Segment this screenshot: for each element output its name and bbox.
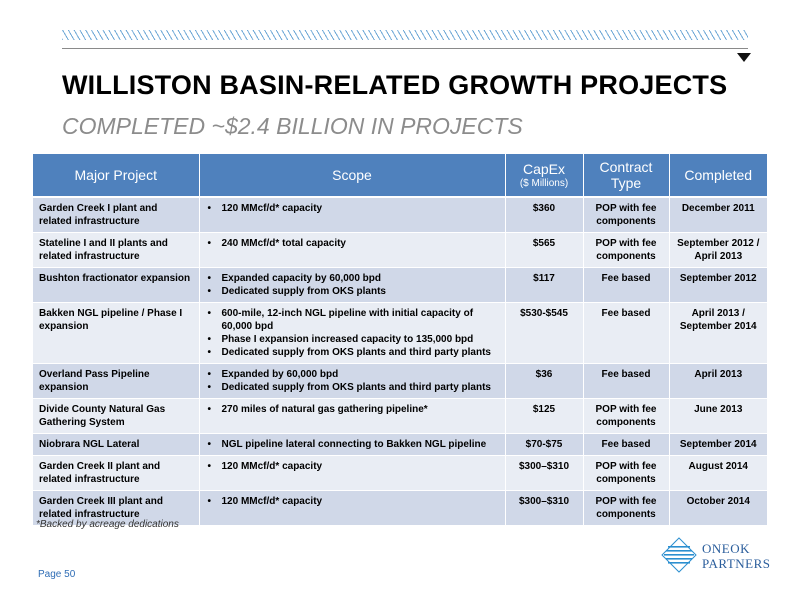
cell-completed: April 2013 / September 2014 xyxy=(669,302,767,364)
cell-capex: $300–$310 xyxy=(505,490,584,526)
cell-project: Garden Creek III plant and related infra… xyxy=(33,490,200,526)
cell-capex: $117 xyxy=(505,267,584,303)
col-header-project: Major Project xyxy=(33,154,200,198)
cell-project: Divide County Natural Gas Gathering Syst… xyxy=(33,398,200,434)
cell-scope: NGL pipeline lateral connecting to Bakke… xyxy=(199,433,506,456)
cell-completed: August 2014 xyxy=(669,455,767,491)
cell-scope: Expanded capacity by 60,000 bpdDedicated… xyxy=(199,267,506,303)
table-body: Garden Creek I plant and related infrast… xyxy=(33,197,767,526)
cell-scope: 120 MMcf/d* capacity xyxy=(199,197,506,233)
company-logo: ONEOK PARTNERS xyxy=(660,536,770,576)
scope-item: 270 miles of natural gas gathering pipel… xyxy=(206,403,499,416)
cell-project: Bakken NGL pipeline / Phase I expansion xyxy=(33,302,200,364)
scope-item: 120 MMcf/d* capacity xyxy=(206,202,499,215)
page-subtitle: COMPLETED ~$2.4 BILLION IN PROJECTS xyxy=(62,113,523,139)
cell-contract: POP with fee components xyxy=(583,490,670,526)
cell-capex: $125 xyxy=(505,398,584,434)
col-header-completed: Completed xyxy=(669,154,767,198)
table-header-row: Major Project Scope CapEx ($ Millions) C… xyxy=(33,154,767,198)
cell-scope: 270 miles of natural gas gathering pipel… xyxy=(199,398,506,434)
cell-contract: POP with fee components xyxy=(583,455,670,491)
scope-list: 120 MMcf/d* capacity xyxy=(206,460,499,473)
scope-list: 270 miles of natural gas gathering pipel… xyxy=(206,403,499,416)
table-row: Garden Creek II plant and related infras… xyxy=(33,455,767,491)
scope-list: NGL pipeline lateral connecting to Bakke… xyxy=(206,438,499,451)
triangle-down-icon xyxy=(737,53,751,62)
cell-scope: Expanded by 60,000 bpdDedicated supply f… xyxy=(199,363,506,399)
footnote: *Backed by acreage dedications xyxy=(36,519,179,530)
scope-item: 600-mile, 12-inch NGL pipeline with init… xyxy=(206,307,499,333)
col-header-scope: Scope xyxy=(199,154,506,198)
table-row: Garden Creek III plant and related infra… xyxy=(33,490,767,526)
scope-item: NGL pipeline lateral connecting to Bakke… xyxy=(206,438,499,451)
cell-completed: September 2014 xyxy=(669,433,767,456)
cell-completed: October 2014 xyxy=(669,490,767,526)
scope-item: 120 MMcf/d* capacity xyxy=(206,495,499,508)
scope-item: Dedicated supply from OKS plants xyxy=(206,285,499,298)
scope-list: 120 MMcf/d* capacity xyxy=(206,202,499,215)
col-header-contract: Contract Type xyxy=(583,154,670,198)
cell-scope: 120 MMcf/d* capacity xyxy=(199,455,506,491)
table-row: Bakken NGL pipeline / Phase I expansion6… xyxy=(33,302,767,364)
scope-item: Dedicated supply from OKS plants and thi… xyxy=(206,346,499,359)
cell-project: Stateline I and II plants and related in… xyxy=(33,232,200,268)
cell-completed: April 2013 xyxy=(669,363,767,399)
cell-project: Overland Pass Pipeline expansion xyxy=(33,363,200,399)
scope-item: Dedicated supply from OKS plants and thi… xyxy=(206,381,499,394)
table-row: Stateline I and II plants and related in… xyxy=(33,232,767,268)
capex-header-unit: ($ Millions) xyxy=(519,178,569,189)
scope-list: Expanded capacity by 60,000 bpdDedicated… xyxy=(206,272,499,298)
cell-scope: 600-mile, 12-inch NGL pipeline with init… xyxy=(199,302,506,364)
cell-completed: September 2012 / April 2013 xyxy=(669,232,767,268)
scope-item: 240 MMcf/d* total capacity xyxy=(206,237,499,250)
cell-capex: $530-$545 xyxy=(505,302,584,364)
logo-wordmark: ONEOK PARTNERS xyxy=(702,541,771,571)
scope-list: 600-mile, 12-inch NGL pipeline with init… xyxy=(206,307,499,359)
header-rule xyxy=(62,48,748,49)
table-row: Overland Pass Pipeline expansionExpanded… xyxy=(33,363,767,399)
scope-item: Phase I expansion increased capacity to … xyxy=(206,333,499,346)
decorative-hatch-band xyxy=(62,30,748,40)
cell-completed: September 2012 xyxy=(669,267,767,303)
logo-line-2: PARTNERS xyxy=(702,556,771,571)
cell-capex: $70-$75 xyxy=(505,433,584,456)
logo-line-1: ONEOK xyxy=(702,541,750,556)
cell-capex: $360 xyxy=(505,197,584,233)
col-header-capex: CapEx ($ Millions) xyxy=(505,154,584,198)
cell-completed: June 2013 xyxy=(669,398,767,434)
cell-contract: POP with fee components xyxy=(583,197,670,233)
scope-list: 240 MMcf/d* total capacity xyxy=(206,237,499,250)
table-row: Bushton fractionator expansionExpanded c… xyxy=(33,267,767,303)
table-row: Niobrara NGL Lateral NGL pipeline lateral… xyxy=(33,433,767,456)
cell-capex: $300–$310 xyxy=(505,455,584,491)
cell-project: Garden Creek II plant and related infras… xyxy=(33,455,200,491)
scope-item: Expanded by 60,000 bpd xyxy=(206,368,499,381)
cell-contract: Fee based xyxy=(583,267,670,303)
scope-item: Expanded capacity by 60,000 bpd xyxy=(206,272,499,285)
table-row: Divide County Natural Gas Gathering Syst… xyxy=(33,398,767,434)
capex-header-label: CapEx xyxy=(522,161,566,177)
page-number: Page 50 xyxy=(38,569,76,580)
cell-contract: POP with fee components xyxy=(583,398,670,434)
cell-scope: 240 MMcf/d* total capacity xyxy=(199,232,506,268)
page-title: WILLISTON BASIN-RELATED GROWTH PROJECTS xyxy=(62,70,728,100)
cell-completed: December 2011 xyxy=(669,197,767,233)
cell-capex: $36 xyxy=(505,363,584,399)
cell-scope: 120 MMcf/d* capacity xyxy=(199,490,506,526)
cell-contract: POP with fee components xyxy=(583,232,670,268)
cell-project: Niobrara NGL Lateral xyxy=(33,433,200,456)
cell-capex: $565 xyxy=(505,232,584,268)
scope-item: 120 MMcf/d* capacity xyxy=(206,460,499,473)
scope-list: 120 MMcf/d* capacity xyxy=(206,495,499,508)
table-row: Garden Creek I plant and related infrast… xyxy=(33,197,767,233)
cell-project: Garden Creek I plant and related infrast… xyxy=(33,197,200,233)
cell-contract: Fee based xyxy=(583,433,670,456)
cell-contract: Fee based xyxy=(583,302,670,364)
projects-table: Major Project Scope CapEx ($ Millions) C… xyxy=(33,154,767,526)
cell-project: Bushton fractionator expansion xyxy=(33,267,200,303)
scope-list: Expanded by 60,000 bpdDedicated supply f… xyxy=(206,368,499,394)
cell-contract: Fee based xyxy=(583,363,670,399)
oneok-diamond-icon xyxy=(661,537,697,573)
